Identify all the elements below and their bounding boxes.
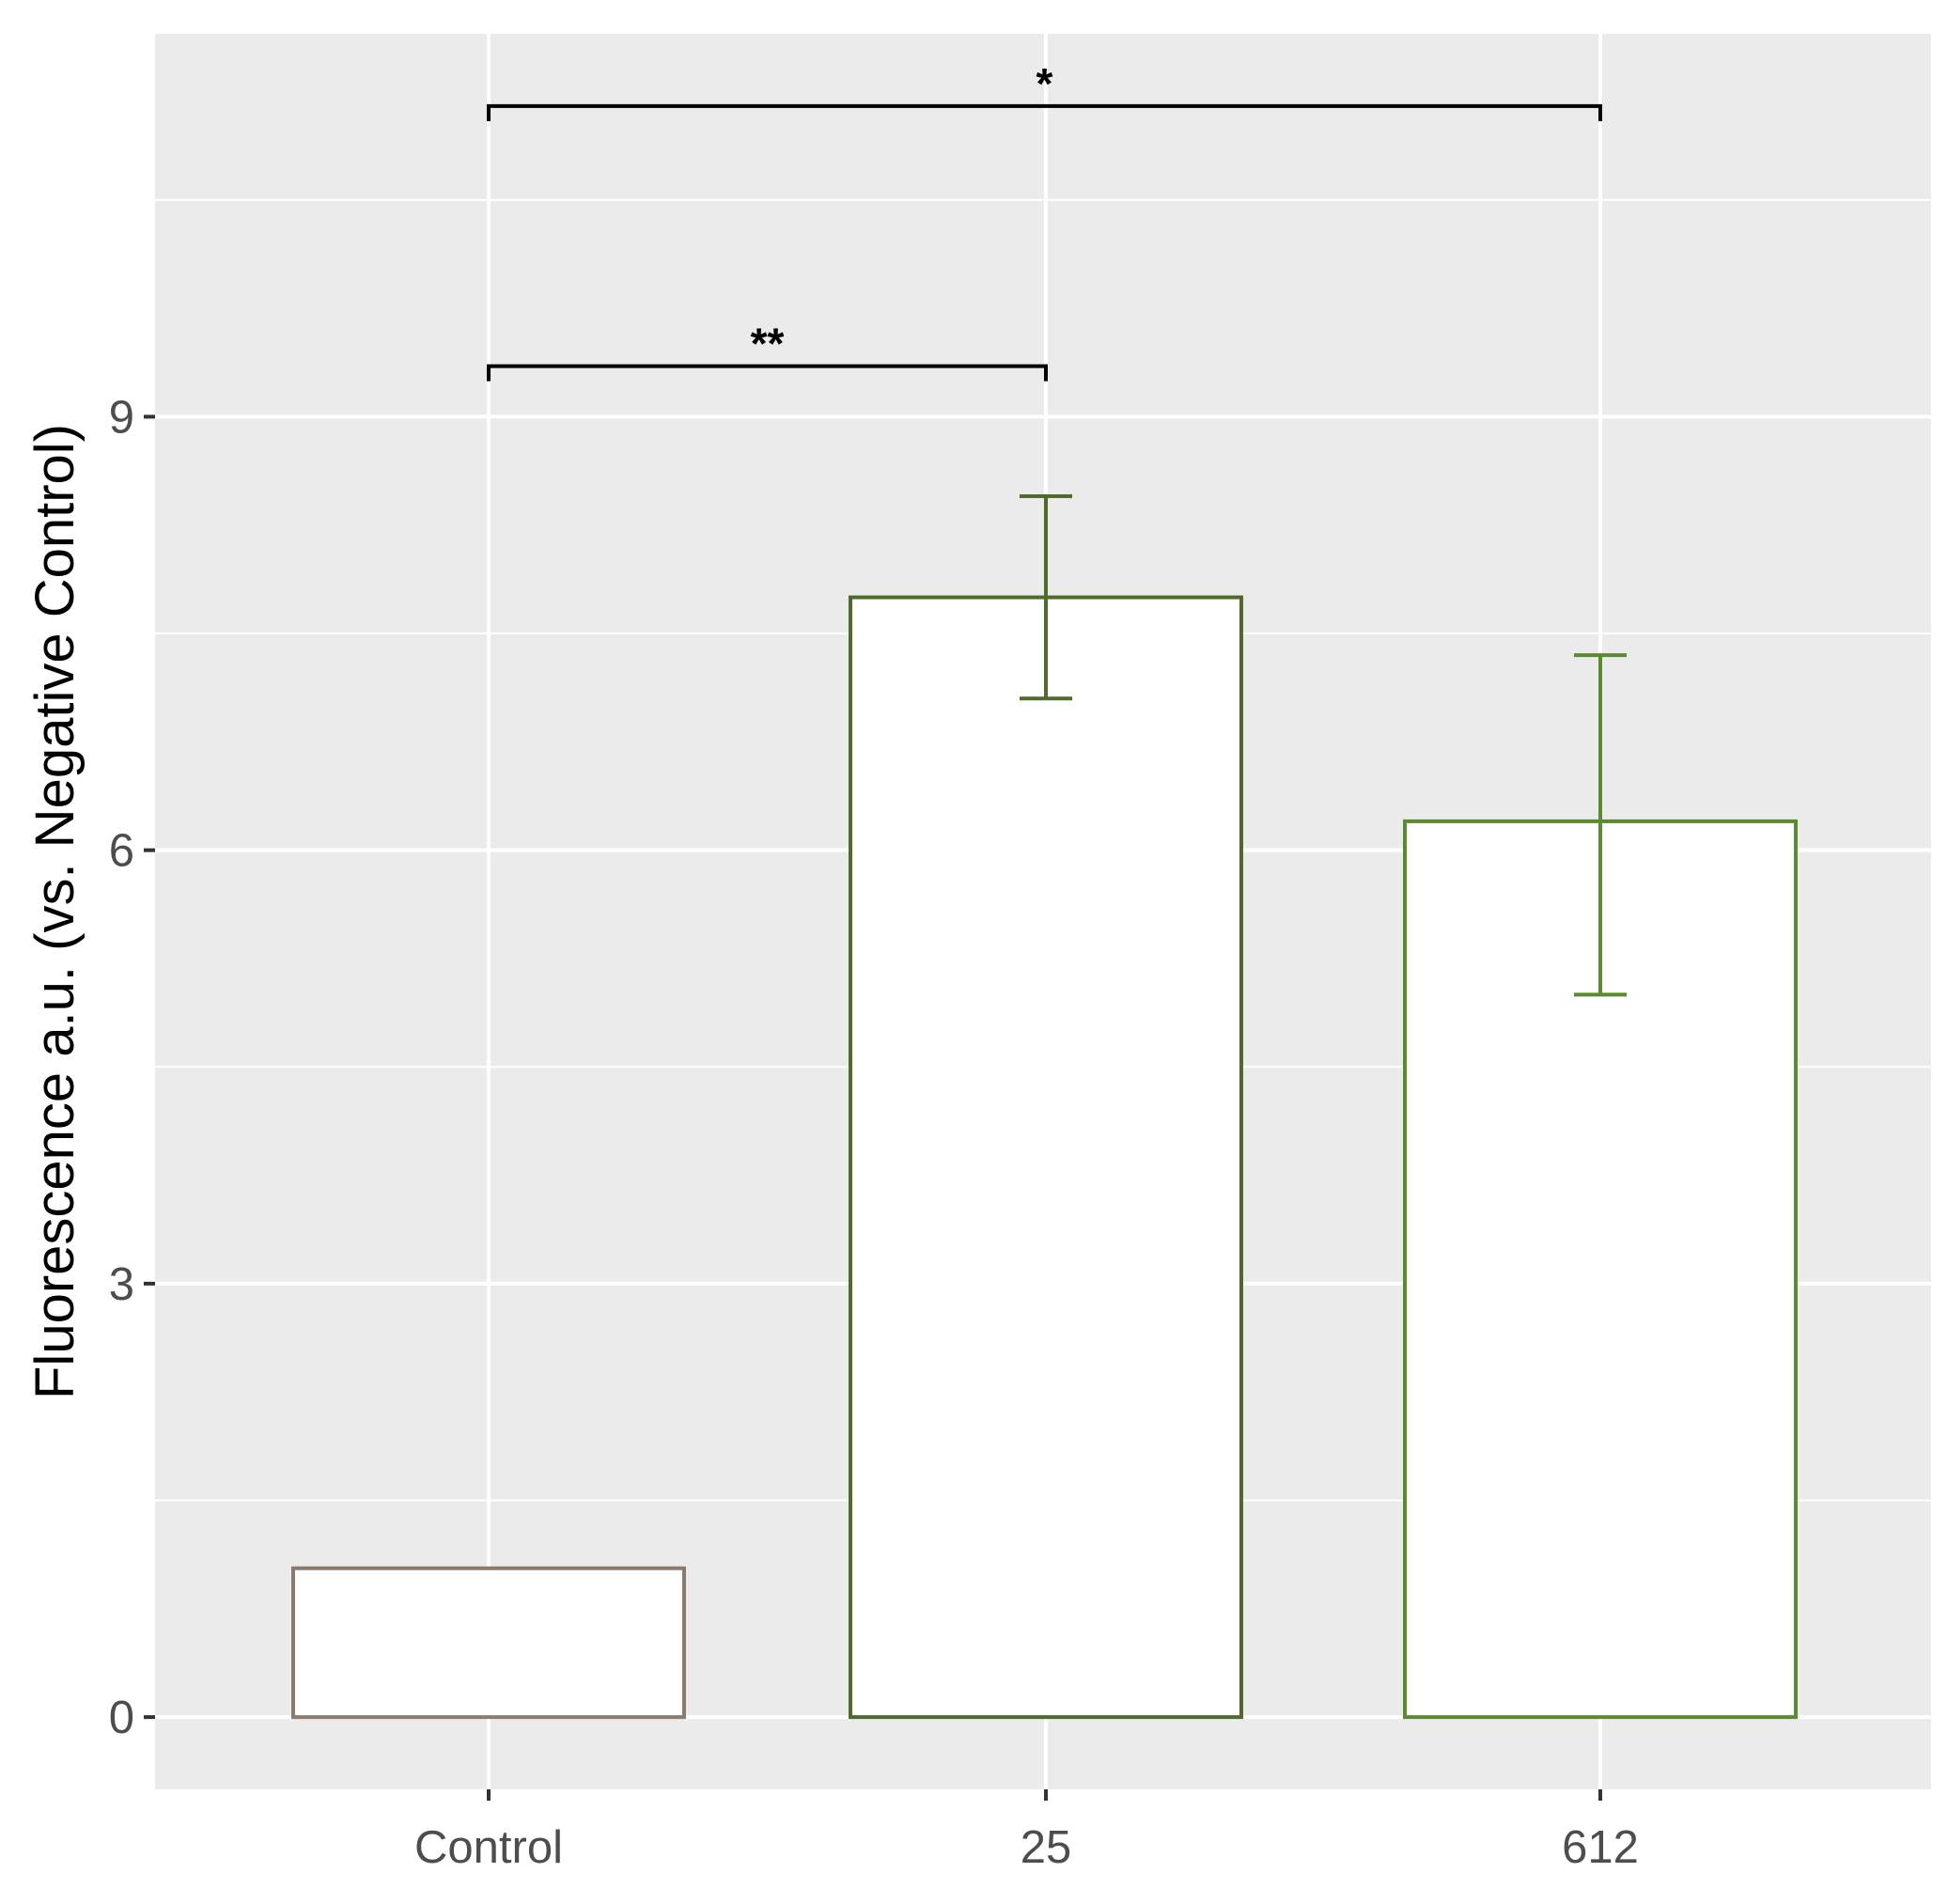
bar-control <box>291 1566 686 1720</box>
y-tick-label: 0 <box>109 1693 134 1743</box>
y-tick-label: 3 <box>109 1259 134 1310</box>
bars <box>291 595 1798 1720</box>
bar-25 <box>849 595 1243 1720</box>
significance-label: * <box>1036 59 1053 108</box>
significance-label: ** <box>751 320 785 368</box>
significance-bracket <box>487 103 1602 121</box>
y-axis-title: Fluorescence a.u. (vs. Negative Control) <box>24 424 86 1399</box>
y-tick-label: 9 <box>109 392 134 443</box>
x-tick-label: Control <box>414 1822 563 1873</box>
axes: 0 3 6 9 Control 25 612 <box>109 392 1639 1873</box>
y-tick-label: 6 <box>109 826 134 877</box>
x-tick-label: 612 <box>1562 1822 1639 1873</box>
significance-brackets: *** <box>487 59 1602 382</box>
x-tick-label: 25 <box>1021 1822 1072 1873</box>
significance-bracket <box>487 364 1048 382</box>
error-bars <box>1020 493 1627 997</box>
